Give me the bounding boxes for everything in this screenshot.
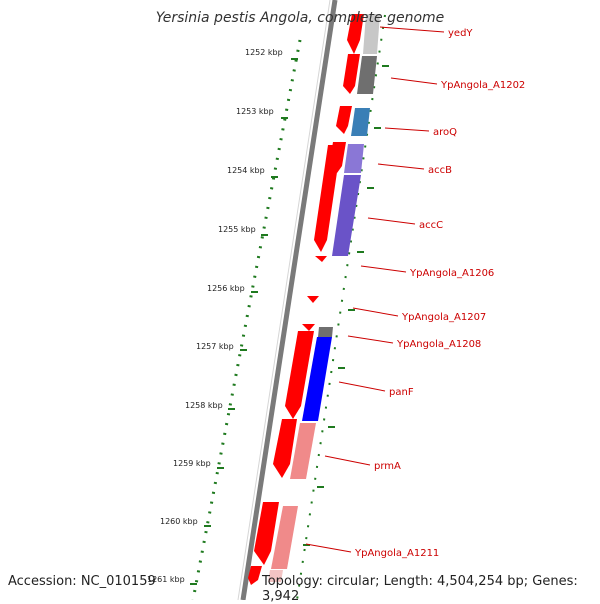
gene-labels: yedY YpAngola_A1202 aroQ accB accC YpAng… [354, 28, 525, 559]
feature-panF[interactable] [302, 337, 332, 421]
feature-prmA[interactable] [290, 423, 316, 479]
gene-label-leader [379, 26, 445, 33]
forward-gene-YpAngola_A1202[interactable] [343, 54, 360, 94]
ruler-labels: 1252 kbp 1253 kbp 1254 kbp 1255 kbp 1256… [147, 48, 283, 584]
gene-label-YpAngola_A1202[interactable]: YpAngola_A1202 [440, 80, 525, 91]
ruler-ticks [190, 58, 298, 585]
outer-dotted-line [296, 14, 386, 601]
forward-gene-prmA[interactable] [273, 419, 297, 478]
gene-label-YpAngola_A1211[interactable]: YpAngola_A1211 [354, 548, 439, 559]
ruler-label: 1258 kbp [185, 401, 223, 410]
ruler-label: 1257 kbp [196, 342, 234, 351]
forward-gene-YpAngola_A1208[interactable] [302, 324, 315, 331]
gene-label-leader [324, 455, 371, 466]
gene-label-leaders [305, 26, 445, 553]
accession-text: Accession: NC_010159 [8, 574, 156, 589]
forward-gene-YpAngola_A1206[interactable] [315, 256, 327, 262]
forward-gene-partial[interactable] [248, 566, 262, 585]
ruler-label: 1259 kbp [173, 459, 211, 468]
gene-label-leader [347, 335, 394, 344]
ruler-label: 1253 kbp [236, 107, 274, 116]
feature-yedY[interactable] [363, 14, 380, 54]
gene-label-leader [390, 77, 438, 85]
gene-label-accB[interactable]: accB [428, 165, 452, 176]
ruler-label: 1256 kbp [207, 284, 245, 293]
gene-label-panF[interactable]: panF [389, 387, 414, 398]
gene-label-leader [384, 127, 430, 132]
gene-label-aroQ[interactable]: aroQ [433, 127, 457, 138]
gene-label-leader [305, 543, 352, 553]
ruler-label: 1252 kbp [245, 48, 283, 57]
ruler-label: 1260 kbp [160, 517, 198, 526]
forward-gene-YpAngola_A1211[interactable] [254, 502, 279, 565]
gene-label-YpAngola_A1207[interactable]: YpAngola_A1207 [401, 312, 486, 323]
gene-label-leader [360, 265, 407, 273]
ruler-label: 1255 kbp [218, 225, 256, 234]
ruler-label: 1254 kbp [227, 166, 265, 175]
forward-gene-aroQ[interactable] [336, 106, 352, 134]
forward-gene-panF[interactable] [285, 331, 314, 419]
forward-strand-genes [248, 14, 364, 585]
gene-label-YpAngola_A1206[interactable]: YpAngola_A1206 [409, 268, 494, 279]
feature-accC[interactable] [332, 175, 361, 256]
gene-label-leader [352, 307, 399, 317]
gene-label-leader [367, 217, 416, 225]
gene-label-leader [377, 163, 425, 170]
feature-YpAngola_A1202[interactable] [357, 56, 377, 94]
genome-backbone [240, 0, 338, 601]
gene-label-leader [338, 381, 386, 392]
feature-YpAngola_A1208[interactable] [318, 327, 333, 337]
forward-gene-yedY[interactable] [347, 14, 364, 54]
gene-label-YpAngola_A1208[interactable]: YpAngola_A1208 [396, 339, 481, 350]
genome-backbone-highlight [237, 0, 331, 601]
feature-YpAngola_A1211[interactable] [271, 506, 298, 569]
outer-track-ticks [303, 65, 389, 546]
forward-gene-YpAngola_A1207[interactable] [307, 296, 319, 303]
feature-partial[interactable] [268, 570, 283, 582]
map-title: Yersinia pestis Angola, complete genome [155, 10, 445, 26]
gene-label-accC[interactable]: accC [419, 220, 443, 231]
forward-gene-accC[interactable] [314, 145, 341, 252]
feature-aroQ[interactable] [351, 108, 370, 136]
gene-label-prmA[interactable]: prmA [374, 461, 401, 472]
feature-track [268, 14, 380, 582]
feature-accB[interactable] [344, 144, 364, 173]
ruler-label: 1261 kbp [147, 575, 185, 584]
gene-label-yedY[interactable]: yedY [448, 28, 473, 39]
